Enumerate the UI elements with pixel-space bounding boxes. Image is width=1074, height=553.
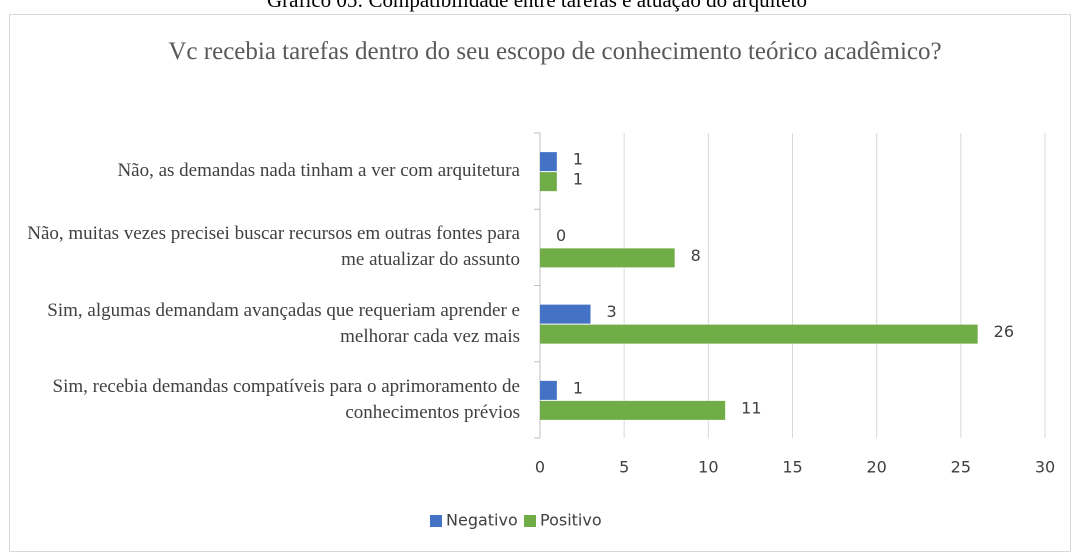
legend-label: Positivo: [540, 511, 602, 530]
bar: [540, 152, 557, 172]
data-label: 26: [994, 322, 1014, 341]
legend-swatch: [430, 515, 442, 527]
bar: [540, 324, 978, 344]
y-tick-label: Sim, recebia demandas compatíveis para o…: [52, 375, 520, 423]
y-tick-label: Não, as demandas nada tinham a ver com a…: [117, 160, 520, 182]
bar: [540, 304, 591, 324]
bar: [540, 400, 726, 420]
data-label: 1: [573, 378, 583, 397]
x-tick-label: 20: [866, 458, 886, 477]
x-tick-label: 15: [782, 458, 802, 477]
data-label: 11: [741, 398, 761, 417]
y-tick-label: Não, muitas vezes precisei buscar recurs…: [27, 223, 520, 271]
bar: [540, 248, 675, 268]
figure-caption: Gráfico 05: Compatibilidade entre tarefa…: [267, 0, 807, 12]
data-label: 0: [556, 226, 566, 245]
x-tick-label: 25: [951, 458, 971, 477]
bar: [540, 380, 557, 400]
chart-title: Vc recebia tarefas dentro do seu escopo …: [168, 38, 942, 65]
x-tick-label: 0: [535, 458, 545, 477]
data-label: 3: [607, 302, 617, 321]
data-label: 1: [573, 170, 583, 189]
data-label: 1: [573, 150, 583, 169]
x-tick-label: 30: [1035, 458, 1055, 477]
x-tick-label: 5: [619, 458, 629, 477]
legend-label: Negativo: [446, 511, 518, 530]
bar: [540, 172, 557, 192]
x-tick-label: 10: [698, 458, 718, 477]
data-label: 8: [691, 246, 701, 265]
y-tick-label: Sim, algumas demandam avançadas que requ…: [47, 299, 520, 347]
legend-swatch: [524, 515, 536, 527]
